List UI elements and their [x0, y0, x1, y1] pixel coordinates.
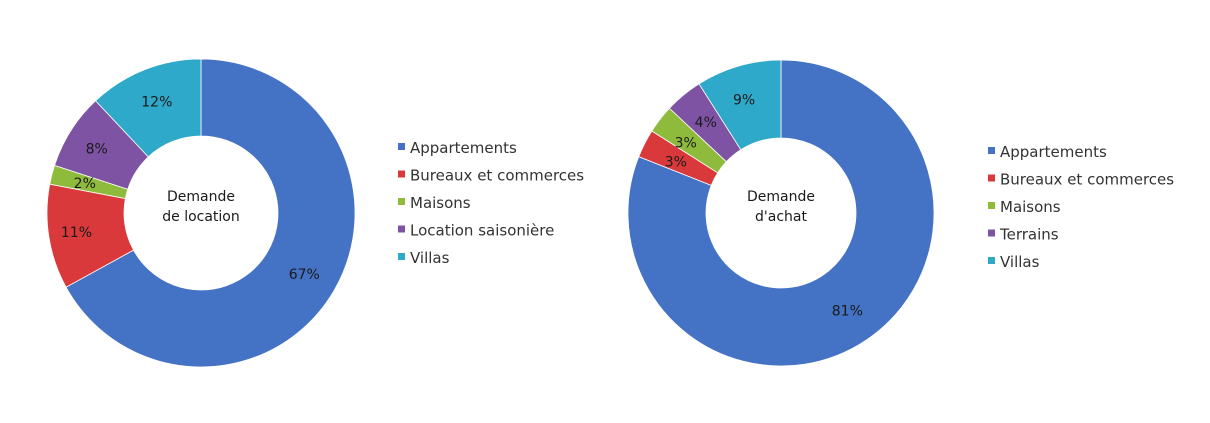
doughnut-chart-2: 81% 3% 3% 4% 9% Demande d'achat	[627, 59, 935, 367]
legend-label-terrains: Terrains	[999, 226, 1059, 244]
legend-label-appartements: Appartements	[410, 139, 517, 157]
legend-swatch-location-saisoniere	[398, 225, 405, 233]
center-label-line-2: de location	[162, 209, 240, 225]
data-label-villas: 9%	[733, 93, 755, 109]
legend-swatch-appartements	[988, 147, 995, 154]
legend-swatch-maisons	[988, 202, 995, 209]
legend-swatch-bureaux-et-commerces	[988, 174, 995, 182]
legend-label-maisons: Maisons	[1000, 198, 1061, 216]
legend-label-location-saisoniere: Location saisonière	[410, 222, 554, 240]
slice-appartements	[627, 59, 935, 367]
legend-label-villas: Villas	[410, 249, 450, 267]
slice-villas	[698, 59, 782, 151]
data-label-location-saisoniere: 8%	[86, 142, 108, 158]
legend-label-villas: Villas	[1000, 253, 1040, 271]
data-label-terrains: 4%	[695, 115, 717, 131]
legend-label-appartements: Appartements	[1000, 143, 1107, 161]
data-label-bureaux-et-commerces: 3%	[665, 154, 687, 170]
legend-swatch-villas	[988, 257, 995, 264]
doughnut-chart-1: 67% 11% 2% 8% 12% Demande de location	[46, 58, 356, 368]
data-label-appartements: 81%	[832, 304, 863, 320]
legend-swatch-bureaux-et-commerces	[398, 170, 405, 178]
slice-appartements	[65, 58, 356, 368]
legend-label-bureaux-et-commerces: Bureaux et commerces	[410, 167, 584, 185]
legend-swatch-maisons	[398, 198, 405, 205]
center-label-line-1: Demande	[167, 189, 235, 205]
legend-swatch-villas	[398, 253, 405, 260]
center-label-line-2: d'achat	[755, 209, 807, 225]
legend-2: Appartements Bureaux et commerces Maisons T…	[988, 143, 1174, 271]
slice-villas	[95, 58, 202, 158]
data-label-villas: 12%	[141, 94, 172, 110]
legend-swatch-appartements	[398, 143, 405, 150]
center-label-line-1: Demande	[747, 189, 815, 205]
data-label-bureaux-et-commerces: 11%	[61, 225, 92, 241]
legend-swatch-terrains	[988, 229, 995, 237]
legend-1: Appartements Bureaux et commerces Maisons L…	[398, 139, 584, 267]
data-label-appartements: 67%	[289, 267, 320, 283]
data-label-maisons: 3%	[675, 136, 697, 152]
legend-label-maisons: Maisons	[410, 194, 471, 212]
legend-label-bureaux-et-commerces: Bureaux et commerces	[1000, 171, 1174, 189]
data-label-maisons: 2%	[74, 176, 96, 192]
